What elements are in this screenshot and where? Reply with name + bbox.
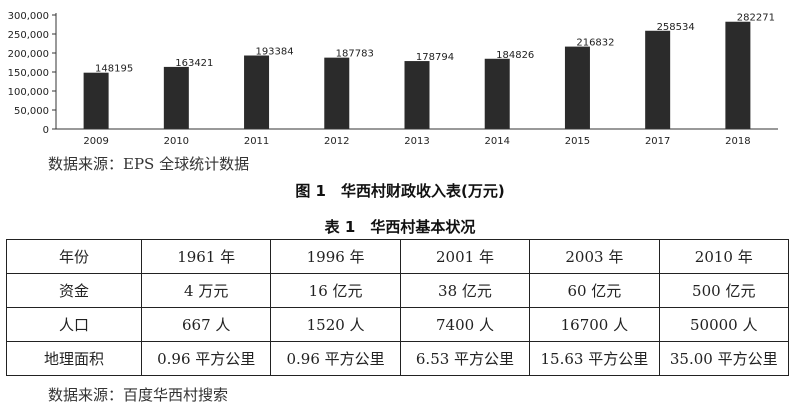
y-tick-label: 200,000 <box>8 49 49 60</box>
x-tick-label: 2017 <box>645 136 670 147</box>
table-cell: 4 万元 <box>140 273 272 308</box>
data-label: 216832 <box>576 38 614 49</box>
bar <box>163 66 189 129</box>
data-label: 193384 <box>255 47 293 58</box>
revenue-bar-chart: 0 50,000 100,000 150,000 200,000 250,000 300,0… <box>8 11 778 147</box>
table-cell: 50000 人 <box>658 307 789 342</box>
table-cell: 1996 年 <box>270 239 401 274</box>
bar <box>83 72 109 129</box>
bar <box>244 55 270 129</box>
table-cell: 16 亿元 <box>270 273 401 308</box>
table-cell: 60 亿元 <box>529 273 660 308</box>
row-header-cell: 资金 <box>6 273 142 308</box>
y-tick-label: 0 <box>43 125 49 136</box>
y-axis: 0 50,000 100,000 150,000 200,000 250,000 300,0… <box>8 11 57 136</box>
row-header-cell: 人口 <box>6 307 142 342</box>
data-label: 163421 <box>175 58 213 69</box>
table-cell: 15.63 平方公里 <box>529 341 660 376</box>
x-axis: 2009 2010 2011 2012 2013 2014 2015 2017 2018 <box>56 128 778 147</box>
table-row: 年份 1961 年 1996 年 2001 年 2003 年 2010 年 <box>6 239 789 274</box>
x-tick-label: 2013 <box>404 136 429 147</box>
row-header-cell: 地理面积 <box>6 341 142 376</box>
y-tick-label: 250,000 <box>8 30 49 41</box>
table-cell: 1520 人 <box>270 307 401 342</box>
x-tick-label: 2014 <box>484 136 509 147</box>
bar <box>484 58 510 129</box>
table-cell: 16700 人 <box>529 307 660 342</box>
bar <box>564 46 590 130</box>
bar <box>404 61 430 129</box>
x-tick-label: 2012 <box>324 136 349 147</box>
village-info-table: 年份 1961 年 1996 年 2001 年 2003 年 2010 年资金 4 万元 16… <box>6 239 789 376</box>
x-tick-label: 2018 <box>725 136 750 147</box>
table-row: 资金 4 万元 16 亿元 38 亿元 60 亿元 500 亿元 <box>6 273 789 308</box>
table-cell: 2010 年 <box>658 239 789 274</box>
table-cell: 667 人 <box>140 307 272 342</box>
table-row: 人口 667 人 1520 人 7400 人 16700 人 50000 人 <box>6 307 789 342</box>
data-label: 148195 <box>95 64 133 75</box>
data-label: 282271 <box>737 13 775 24</box>
table-cell: 6.53 平方公里 <box>399 341 531 376</box>
x-tick-label: 2010 <box>164 136 189 147</box>
table-row: 地理面积 0.96 平方公里 0.96 平方公里 6.53 平方公里 15.63 平方公… <box>6 341 789 376</box>
table-cell: 2003 年 <box>529 239 660 274</box>
bar <box>645 30 671 129</box>
data-label: 184826 <box>496 50 534 61</box>
table-cell: 0.96 平方公里 <box>270 341 401 376</box>
row-header-cell: 年份 <box>6 239 142 274</box>
x-tick-label: 2011 <box>244 136 269 147</box>
table-cell: 500 亿元 <box>658 273 789 308</box>
figure-caption: 图 1 华西村财政收入表(万元) <box>295 182 505 200</box>
chart-source-note: 数据来源：EPS 全球统计数据 <box>48 155 250 173</box>
x-tick-label: 2015 <box>565 136 590 147</box>
x-tick-label: 2009 <box>83 136 108 147</box>
table-cell: 35.00 平方公里 <box>658 341 789 376</box>
data-label: 258534 <box>657 22 695 33</box>
table-cell: 7400 人 <box>399 307 531 342</box>
table-caption: 表 1 华西村基本状况 <box>324 218 476 236</box>
bar <box>725 21 751 129</box>
bars <box>83 21 751 130</box>
data-label: 187783 <box>336 49 374 60</box>
y-tick-label: 300,000 <box>8 11 49 22</box>
table-cell: 38 亿元 <box>399 273 531 308</box>
data-labels: 148195 163421 193384 187783 178794 184826 2168… <box>95 13 775 75</box>
y-tick-label: 100,000 <box>8 87 49 98</box>
table-cell: 1961 年 <box>140 239 272 274</box>
y-tick-label: 150,000 <box>8 68 49 79</box>
table-cell: 0.96 平方公里 <box>140 341 272 376</box>
data-label: 178794 <box>416 52 454 63</box>
table-source-note: 数据来源：百度华西村搜索 <box>48 386 229 404</box>
table-cell: 2001 年 <box>399 239 531 274</box>
bar <box>324 57 350 130</box>
y-tick-label: 50,000 <box>14 106 49 117</box>
